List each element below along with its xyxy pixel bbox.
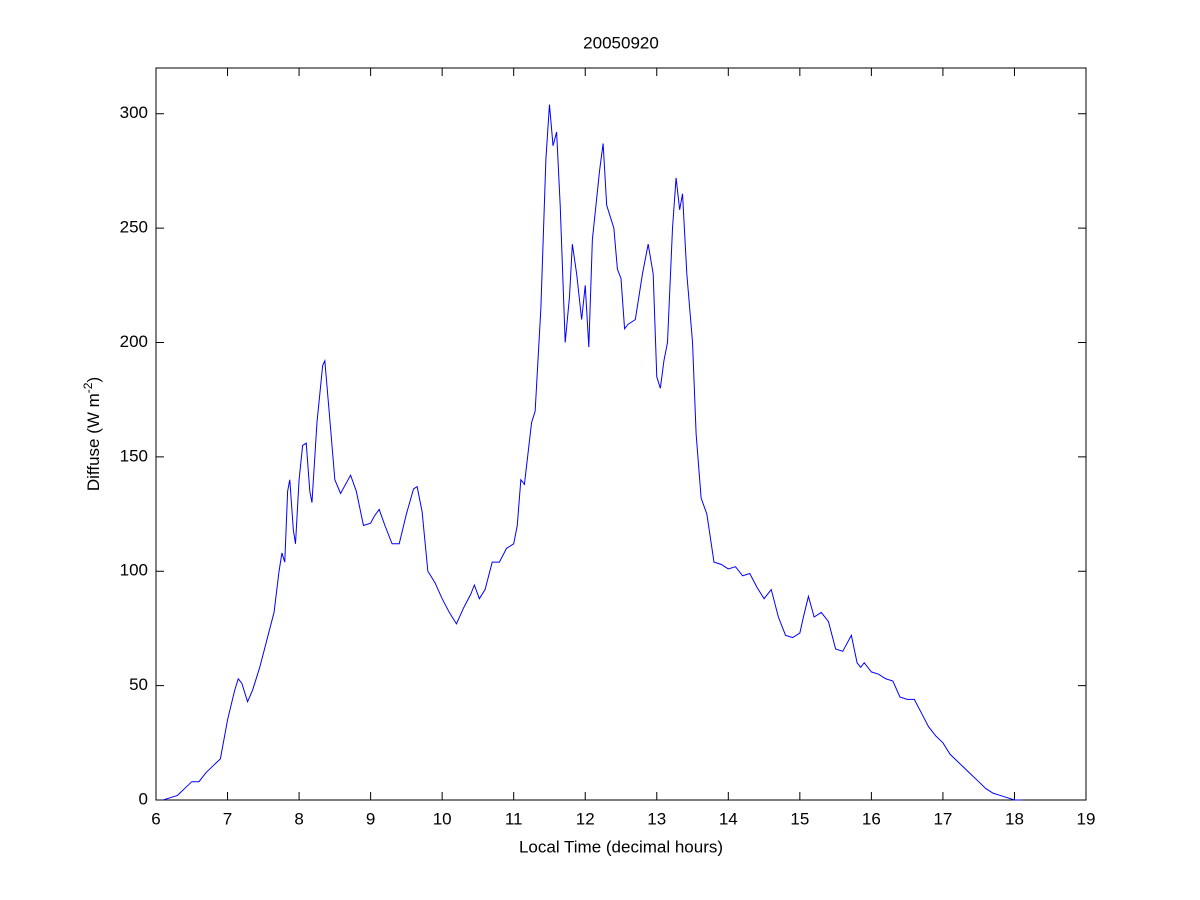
y-label-exponent: -2 — [81, 382, 95, 393]
x-tick-label: 14 — [719, 809, 738, 828]
x-tick-label: 11 — [505, 809, 523, 828]
x-tick-label: 12 — [576, 809, 595, 828]
plot-area — [155, 67, 1087, 801]
y-tick-label: 0 — [139, 789, 148, 808]
y-axis-label: Diffuse (W m-2) — [81, 377, 103, 491]
x-tick-label: 15 — [790, 809, 809, 828]
x-tick-label: 18 — [1005, 809, 1024, 828]
y-label-text: Diffuse (W m — [84, 393, 103, 491]
x-tick-label: 17 — [933, 809, 952, 828]
x-axis-label: Local Time (decimal hours) — [519, 837, 723, 856]
data-line — [162, 104, 1022, 801]
y-label-text: ) — [84, 377, 103, 383]
y-tick-label: 150 — [120, 446, 148, 465]
x-tick-label: 7 — [223, 809, 232, 828]
y-tick-label: 250 — [120, 218, 148, 237]
y-tick-label: 100 — [120, 561, 148, 580]
x-tick-label: 6 — [151, 809, 160, 828]
x-tick-label: 16 — [862, 809, 881, 828]
x-tick-label: 10 — [433, 809, 452, 828]
y-tick-label: 300 — [120, 103, 148, 122]
x-tick-label: 19 — [1077, 809, 1096, 828]
x-tick-label: 8 — [294, 809, 303, 828]
x-tick-label: 9 — [366, 809, 375, 828]
y-tick-label: 200 — [120, 332, 148, 351]
chart-title: 20050920 — [583, 33, 659, 52]
y-tick-label: 50 — [129, 675, 148, 694]
x-tick-label: 13 — [647, 809, 666, 828]
